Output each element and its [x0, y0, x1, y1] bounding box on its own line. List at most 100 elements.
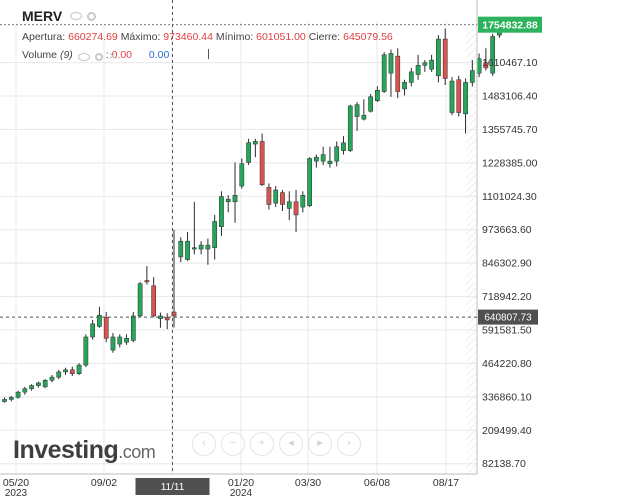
candle-up: [212, 214, 218, 260]
candle-down: [456, 75, 462, 117]
candle-up: [415, 54, 421, 80]
candle-body: [354, 104, 360, 117]
candle-up: [286, 191, 292, 221]
last-price-marker: 1754832.88: [0, 16, 542, 33]
candle-body: [334, 146, 340, 162]
scroll-left-icon[interactable]: ◂: [279, 432, 303, 456]
gear-icon[interactable]: [87, 12, 96, 21]
candle-up: [239, 158, 245, 189]
candle-up: [253, 138, 258, 158]
candle-body: [361, 114, 367, 120]
candle-body: [341, 142, 346, 151]
brand-name: Investing: [13, 436, 119, 464]
price-tick-label: 209499.40: [482, 425, 532, 437]
time-axis[interactable]: 05/20202309/0212/0401/20202403/3006/0808…: [3, 477, 459, 497]
candle-up: [110, 333, 116, 353]
zoom-out-icon[interactable]: −: [221, 432, 245, 456]
brand-logo: Investing.com: [13, 436, 156, 465]
candle-body: [137, 283, 143, 317]
candle-body: [225, 198, 231, 203]
candle-body: [266, 187, 272, 205]
candle-body: [368, 96, 373, 112]
candle-body: [395, 55, 401, 92]
volume-value-1: 0.00: [111, 49, 132, 61]
candle-body: [293, 201, 299, 216]
candle-up: [178, 237, 184, 263]
candle-body: [212, 221, 218, 248]
candle-body: [476, 58, 482, 74]
candle-up: [158, 312, 163, 328]
candle-body: [2, 399, 7, 402]
candle-up: [354, 102, 360, 131]
candle-body: [469, 70, 475, 83]
candle-up: [334, 141, 340, 167]
candle-down: [293, 189, 299, 232]
candle-up: [307, 157, 312, 208]
volume-period: (9): [59, 49, 73, 61]
last-price-box: [478, 16, 542, 33]
candle-up: [429, 54, 434, 72]
candle-up: [327, 146, 333, 168]
crosshair-price-box: [478, 309, 538, 325]
go-end-icon[interactable]: ›: [337, 432, 361, 456]
candle-up: [191, 201, 197, 255]
candle-down: [395, 48, 401, 99]
scroll-right-icon[interactable]: ▸: [308, 432, 332, 456]
candle-body: [56, 371, 62, 378]
candle-up: [361, 99, 367, 121]
candle-body: [69, 369, 75, 374]
price-tick-label: 846302.90: [482, 258, 532, 270]
candle-body: [76, 364, 82, 374]
reset-icon[interactable]: ‹: [192, 432, 216, 456]
candle-up: [422, 60, 428, 72]
candle-body: [185, 240, 190, 260]
candle-body: [110, 336, 116, 351]
grid: [0, 22, 477, 474]
candle-body: [171, 311, 177, 317]
candle-body: [178, 240, 184, 258]
volume-close-icon[interactable]: ✕: [108, 51, 118, 63]
candle-down: [151, 277, 157, 318]
candle-up: [49, 375, 55, 383]
candle-up: [56, 369, 62, 379]
candle-up: [2, 397, 7, 403]
price-tick-label: 1610467.10: [482, 57, 538, 69]
candle-up: [469, 60, 475, 87]
candle-body: [381, 54, 387, 92]
candle-body: [63, 369, 68, 373]
candle-up: [375, 86, 380, 103]
candle-up: [219, 191, 224, 236]
candle-body: [402, 82, 407, 90]
candle-up: [36, 381, 41, 388]
candles: [2, 23, 502, 403]
candle-body: [456, 79, 462, 113]
crosshair: 640807.73 11/11: [0, 0, 538, 495]
price-tick-label: 336860.10: [482, 391, 532, 403]
volume-gear-icon[interactable]: [95, 53, 103, 61]
candle-up: [273, 186, 279, 208]
eye-icon[interactable]: [70, 12, 82, 20]
candle-body: [246, 142, 251, 163]
candle-body: [273, 189, 279, 204]
candle-body: [347, 105, 353, 151]
low-value: 601051.00: [256, 31, 306, 43]
candle-up: [29, 384, 34, 391]
candle-up: [463, 78, 468, 134]
candle-up: [341, 136, 346, 155]
candle-down: [259, 133, 265, 187]
candle-up: [225, 195, 231, 213]
volume-eye-icon[interactable]: [78, 53, 90, 61]
last-price-label: 1754832.88: [482, 20, 538, 32]
symbol-title: MERV: [22, 8, 63, 24]
candle-down: [266, 183, 272, 210]
candle-body: [205, 244, 211, 250]
candle-up: [300, 191, 306, 213]
price-axis[interactable]: 82138.70 209499.40 336860.10 464220.80 59158…: [482, 57, 538, 470]
zoom-in-icon[interactable]: +: [250, 432, 274, 456]
candle-body: [232, 194, 238, 203]
candle-body: [164, 317, 170, 321]
candle-up: [388, 49, 394, 97]
candle-body: [144, 280, 150, 283]
price-tick-label: 1228385.00: [482, 157, 538, 169]
